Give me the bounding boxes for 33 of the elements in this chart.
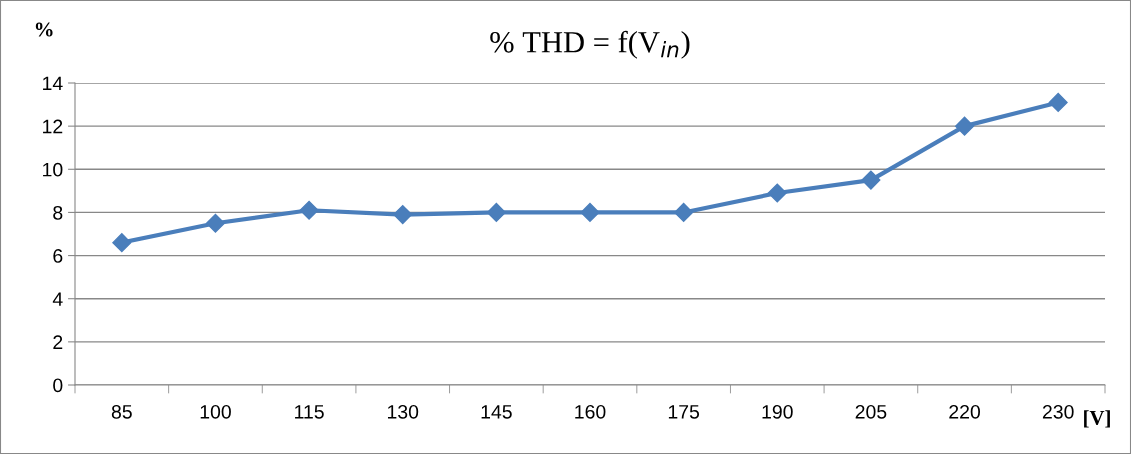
point <box>767 183 787 203</box>
point <box>112 233 132 253</box>
point <box>955 116 975 136</box>
x-tick-label: 205 <box>855 404 887 419</box>
point <box>486 202 506 222</box>
x-tick-label: 130 <box>387 404 419 419</box>
x-tick-label: 115 <box>295 405 324 419</box>
y-tick-label: 10 <box>43 162 63 177</box>
point <box>1048 92 1068 112</box>
x-tick-label: 230 <box>1042 404 1074 419</box>
y-tick-label: 8 <box>53 205 63 220</box>
x-tick-label: 100 <box>200 404 231 419</box>
point <box>299 200 319 220</box>
x-tick-label: 220 <box>949 404 981 419</box>
point <box>674 202 694 222</box>
x-axis-title: [V] <box>1084 410 1110 428</box>
point <box>205 213 225 233</box>
x-tick-label: 85 <box>111 404 132 419</box>
point <box>393 205 413 225</box>
x-tick-label: 175 <box>668 405 700 419</box>
y-tick-label: 14 <box>43 76 63 91</box>
point <box>861 170 881 190</box>
y-tick-label: 12 <box>43 119 63 134</box>
x-tick-label: 145 <box>481 405 512 419</box>
y-axis-title: % <box>35 22 53 37</box>
y-tick-label: 0 <box>53 378 63 393</box>
point <box>580 202 600 222</box>
x-tick-label: 160 <box>575 404 606 419</box>
y-tick-label: 2 <box>53 335 63 349</box>
chart-title: % THD = f(V$_{in}$) <box>490 30 690 59</box>
x-tick-label: 190 <box>762 404 793 419</box>
y-tick-label: 6 <box>53 249 63 263</box>
y-tick-label: 4 <box>52 292 63 306</box>
